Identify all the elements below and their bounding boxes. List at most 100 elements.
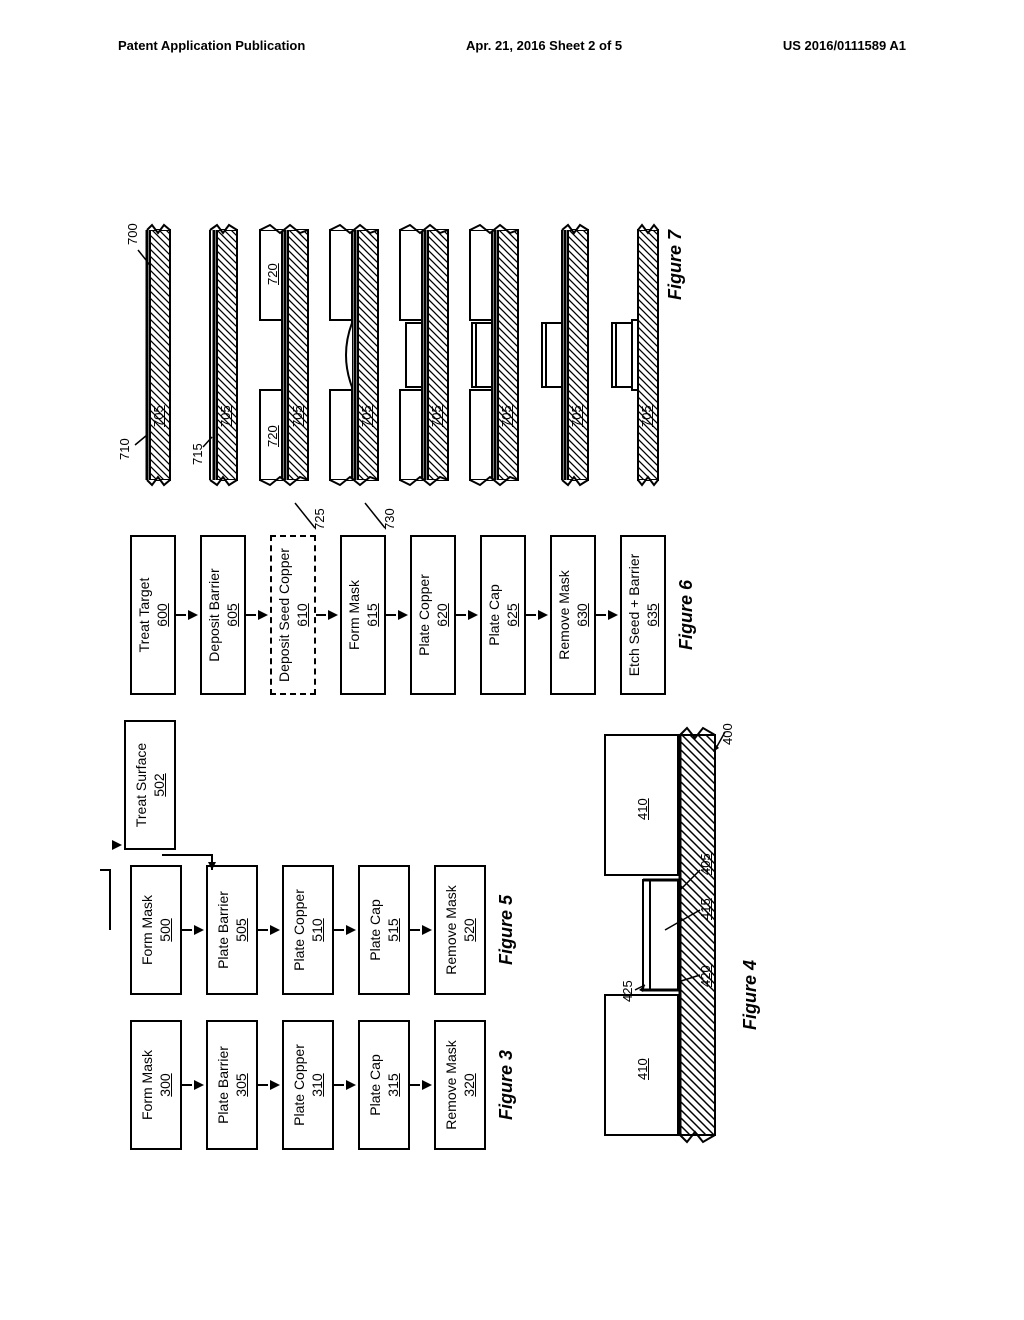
ref-705-1: 705 [151,405,166,427]
fig6-step-3: Form Mask 615 [340,535,386,695]
step-label: Treat Surface [132,743,150,827]
step-label: Form Mask [345,580,363,650]
arrow-icon [328,610,338,620]
arrow-icon [112,840,122,850]
arrow [334,1084,344,1086]
step-label: Plate Copper [415,574,433,656]
ref-405: 405 [698,853,713,875]
figure-7-label: Figure 7 [665,230,686,300]
ref-705-7: 705 [569,405,584,427]
arrow [526,614,536,616]
ref-720-b: 720 [265,263,280,285]
branch-connector [162,840,222,870]
ref-410-b: 410 [635,798,650,820]
figure-6-flowchart: Treat Target 600 Deposit Barrier 605 Dep… [130,535,697,695]
ref-400: 400 [720,723,735,745]
fig3-step-2: Plate Copper 310 [282,1020,334,1150]
arrow [182,929,192,931]
arrow [410,1084,420,1086]
arrow-icon [468,610,478,620]
header-center: Apr. 21, 2016 Sheet 2 of 5 [466,38,622,53]
step-label: Plate Barrier [214,1046,232,1124]
step-num: 502 [150,773,168,796]
header-left: Patent Application Publication [118,38,305,53]
step-num: 320 [460,1073,478,1096]
step-label: Form Mask [138,895,156,965]
step-num: 510 [308,918,326,941]
figure-3-flowchart: Form Mask 300 Plate Barrier 305 Plate Co… [130,1020,517,1150]
step-num: 300 [156,1073,174,1096]
arrow-icon [422,925,432,935]
header-right: US 2016/0111589 A1 [783,38,906,53]
diagram-content: Form Mask 300 Plate Barrier 305 Plate Co… [30,280,1000,1050]
fig5-step-4: Remove Mask 520 [434,865,486,995]
fig5-step-3: Plate Cap 515 [358,865,410,995]
arrow-icon [258,610,268,620]
arrow [176,614,186,616]
ref-705-8: 705 [639,405,654,427]
figure-5-flowchart: Form Mask 500 Plate Barrier 505 Plate Co… [130,865,517,995]
fig3-step-4: Remove Mask 320 [434,1020,486,1150]
step-num: 630 [573,603,591,626]
step-label: Plate Barrier [214,891,232,969]
fig6-step-6: Remove Mask 630 [550,535,596,695]
fig6-step-4: Plate Copper 620 [410,535,456,695]
step-num: 610 [293,603,311,626]
fig5-step-0: Form Mask 500 [130,865,182,995]
step-num: 635 [643,603,661,626]
step-label: Deposit Barrier [205,568,223,661]
fig3-step-0: Form Mask 300 [130,1020,182,1150]
arrow [334,929,344,931]
branch-connector-top [90,850,120,930]
fig3-step-3: Plate Cap 315 [358,1020,410,1150]
arrow [596,614,606,616]
arrow [246,614,256,616]
figure-4-label: Figure 4 [740,960,761,1030]
figure-3-label: Figure 3 [496,1020,517,1150]
page-header: Patent Application Publication Apr. 21, … [0,38,1024,53]
step-num: 625 [503,603,521,626]
arrow-icon [188,610,198,620]
step-num: 500 [156,918,174,941]
step-label: Plate Cap [366,1054,384,1115]
step-label: Treat Target [135,578,153,653]
step-label: Remove Mask [442,885,460,974]
arrow-icon [398,610,408,620]
fig7-svg [125,205,695,495]
figure-5-label: Figure 5 [496,865,517,995]
ref-710: 710 [117,438,132,460]
arrow [258,929,268,931]
step-num: 305 [232,1073,250,1096]
arrow [316,614,326,616]
step-num: 505 [232,918,250,941]
step-num: 620 [433,603,451,626]
arrow-icon [422,1080,432,1090]
figure-4-cross-section: 410 410 425 420 415 405 400 Figure 4 [585,720,740,1150]
arrow [182,1084,192,1086]
fig3-step-1: Plate Barrier 305 [206,1020,258,1150]
fig6-step-7: Etch Seed + Barrier 635 [620,535,666,695]
arrow-icon [608,610,618,620]
arrow-icon [270,925,280,935]
step-num: 605 [223,603,241,626]
ref-705-5: 705 [429,405,444,427]
ref-420: 420 [698,965,713,987]
step-num: 615 [363,603,381,626]
ref-410-a: 410 [635,1058,650,1080]
arrow-icon [538,610,548,620]
fig5-step-1: Plate Barrier 505 [206,865,258,995]
step-label: Deposit Seed Copper [275,548,293,682]
arrow [258,1084,268,1086]
step-label: Plate Copper [290,1044,308,1126]
ref-730: 730 [382,508,397,530]
fig6-step-1: Deposit Barrier 605 [200,535,246,695]
arrow [386,614,396,616]
arrow-icon [346,925,356,935]
arrow-icon [346,1080,356,1090]
ref-705-4: 705 [359,405,374,427]
figure-6-label: Figure 6 [676,535,697,695]
ref-415: 415 [698,898,713,920]
arrow-icon [194,1080,204,1090]
figure-7-cross-sections: 710 700 705 715 705 720 720 705 705 705 … [125,205,700,495]
diagram-area: Form Mask 300 Plate Barrier 305 Plate Co… [130,180,900,1150]
